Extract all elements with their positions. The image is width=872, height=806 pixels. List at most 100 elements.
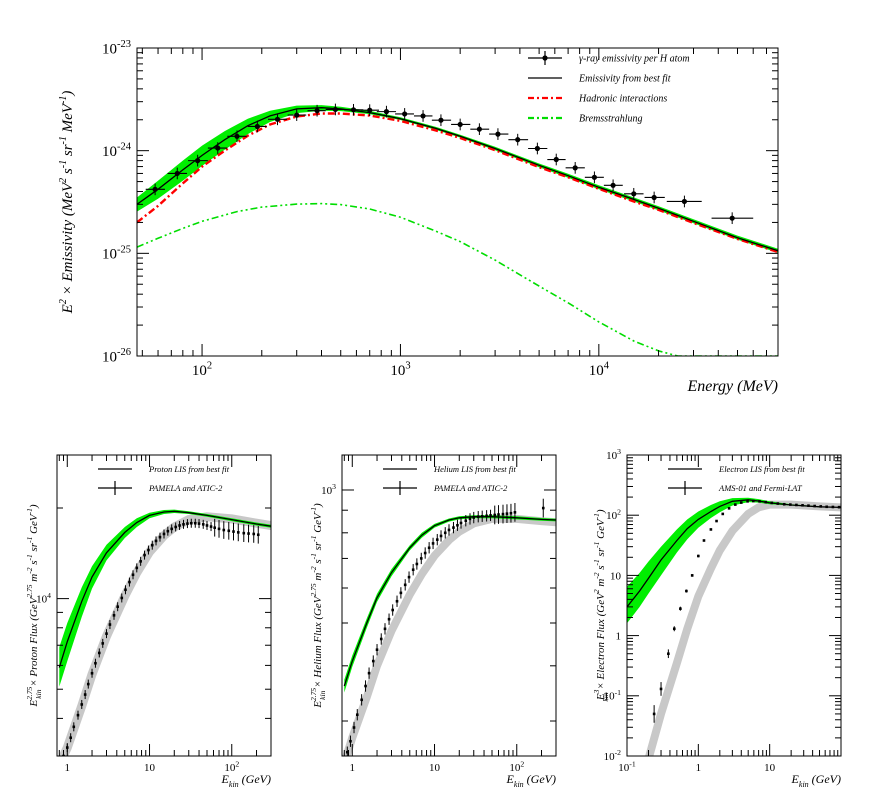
x-axis-label: Ekin (GeV) [506, 772, 556, 789]
data-point-proton [112, 610, 116, 620]
x-tick-label: 103 [390, 361, 410, 379]
plot-area-helium [342, 498, 556, 756]
data-point-emissivity [360, 104, 380, 117]
legend-swatch-data [98, 481, 132, 495]
data-point-helium [493, 505, 497, 525]
data-point-helium [427, 542, 431, 554]
data-point-proton [166, 526, 170, 536]
data-point-electron [807, 504, 810, 507]
legend-label-brems: Bremsstrahlung [579, 114, 643, 125]
data-point-emissivity [395, 108, 414, 120]
y-axis-label: E2.75kin × Proton Flux (GeV2.75 m-2 s-1 … [25, 504, 43, 707]
data-point-proton [69, 733, 72, 743]
data-point-emissivity [528, 142, 548, 155]
legend-swatch-data [528, 51, 562, 65]
data-point-proton [189, 518, 193, 528]
x-tick-label: 10 [144, 762, 156, 774]
data-point-proton [193, 518, 197, 528]
data-point-helium [367, 667, 371, 679]
data-point-helium [509, 503, 513, 523]
data-point-proton [242, 524, 246, 542]
data-point-electron [739, 501, 743, 504]
data-point-helium [505, 504, 509, 524]
data-point-helium [480, 510, 484, 522]
legend-proton: Proton LIS from best fit PAMELA and ATIC-… [98, 464, 230, 495]
data-point-helium [485, 510, 488, 522]
data-point-proton [213, 518, 216, 537]
data-point-proton [252, 525, 256, 543]
panel-proton: 1 10 102 104 Ekin (GeV) E2.75kin × Proton Flu… [25, 454, 272, 789]
y-tick-label: 1 [616, 630, 622, 642]
data-point-proton [247, 524, 250, 543]
data-point-helium [459, 517, 463, 529]
data-point-helium [371, 655, 375, 667]
x-tick-label: 10-1 [618, 759, 636, 774]
plot-area-emissivity [137, 103, 778, 356]
legend-label-fit: Emissivity from best fit [578, 74, 671, 85]
x-axis-label: Ekin (GeV) [791, 772, 841, 789]
x-tick-label: 102 [192, 361, 212, 379]
legend-label-hadronic: Hadronic interactions [578, 94, 667, 105]
data-point-emissivity [603, 179, 623, 192]
data-point-emissivity [711, 212, 754, 225]
y-tick-label: 10 [610, 570, 622, 582]
x-tick-label: 1 [65, 762, 71, 774]
data-point-proton [139, 556, 142, 566]
x-tick-label: 1 [350, 762, 356, 774]
data-point-helium [476, 511, 480, 523]
data-point-electron [709, 528, 713, 531]
x-axis-label: Energy (MeV) [687, 378, 778, 395]
y-axis-label: E2 × Emissivity (MeV2 s-1 sr-1 MeV-1) [58, 91, 76, 315]
data-point-helium [399, 587, 403, 599]
data-point-proton [147, 545, 150, 555]
data-point-helium [379, 633, 383, 645]
data-point-electron [758, 500, 761, 503]
data-point-emissivity [666, 195, 702, 208]
legend-label-fit: Proton LIS from best fit [148, 464, 230, 474]
data-point-electron [672, 626, 676, 632]
data-point-helium [395, 595, 399, 607]
data-point-proton [170, 524, 173, 534]
data-point-helium [541, 498, 545, 518]
y-axis-label: E2.75kin × Helium Flux (GeV2.75 m-2 s-1 … [309, 503, 327, 709]
data-point-proton [186, 519, 189, 529]
data-point-emissivity [565, 162, 585, 174]
data-point-electron [782, 502, 786, 506]
data-point-emissivity [451, 118, 471, 131]
data-point-electron [752, 499, 755, 503]
plot-area-electron [627, 497, 841, 756]
frame-emissivity [136, 47, 779, 357]
data-point-emissivity [145, 183, 165, 196]
legend-label-data: PAMELA and ATIC-2 [433, 483, 508, 493]
data-point-helium [419, 552, 423, 565]
data-point-proton [143, 550, 146, 560]
grey-band-helium [342, 514, 556, 756]
data-point-emissivity [644, 191, 665, 204]
x-tick-label: 1 [696, 762, 702, 774]
data-point-helium [364, 680, 367, 692]
data-point-emissivity [268, 113, 287, 126]
y-tick-label: 103 [606, 447, 621, 462]
y-tick-label: 10-2 [604, 748, 622, 763]
data-point-helium [423, 547, 427, 559]
data-point-helium [497, 505, 500, 524]
data-point-proton [197, 519, 201, 529]
data-point-electron [652, 705, 656, 723]
data-point-proton [101, 638, 105, 648]
x-tick-label: 104 [589, 361, 610, 379]
data-point-helium [464, 515, 468, 527]
data-point-proton [178, 520, 181, 530]
y-axis-label: E3kin × Electron Flux (GeV2 m-2 s-1 sr-1… [592, 509, 610, 702]
data-point-proton [80, 699, 84, 709]
data-point-proton [116, 602, 119, 612]
y-tick-label: 10-26 [102, 347, 131, 365]
legend-label-fit: Helium LIS from best fit [433, 464, 516, 474]
data-point-emissivity [376, 105, 397, 118]
data-point-electron [789, 503, 792, 506]
data-point-helium [431, 537, 435, 550]
y-tick-label: 10-24 [102, 142, 132, 160]
data-point-proton [105, 629, 108, 639]
data-point-proton [222, 521, 226, 539]
data-point-proton [150, 540, 154, 550]
data-point-proton [232, 522, 235, 541]
